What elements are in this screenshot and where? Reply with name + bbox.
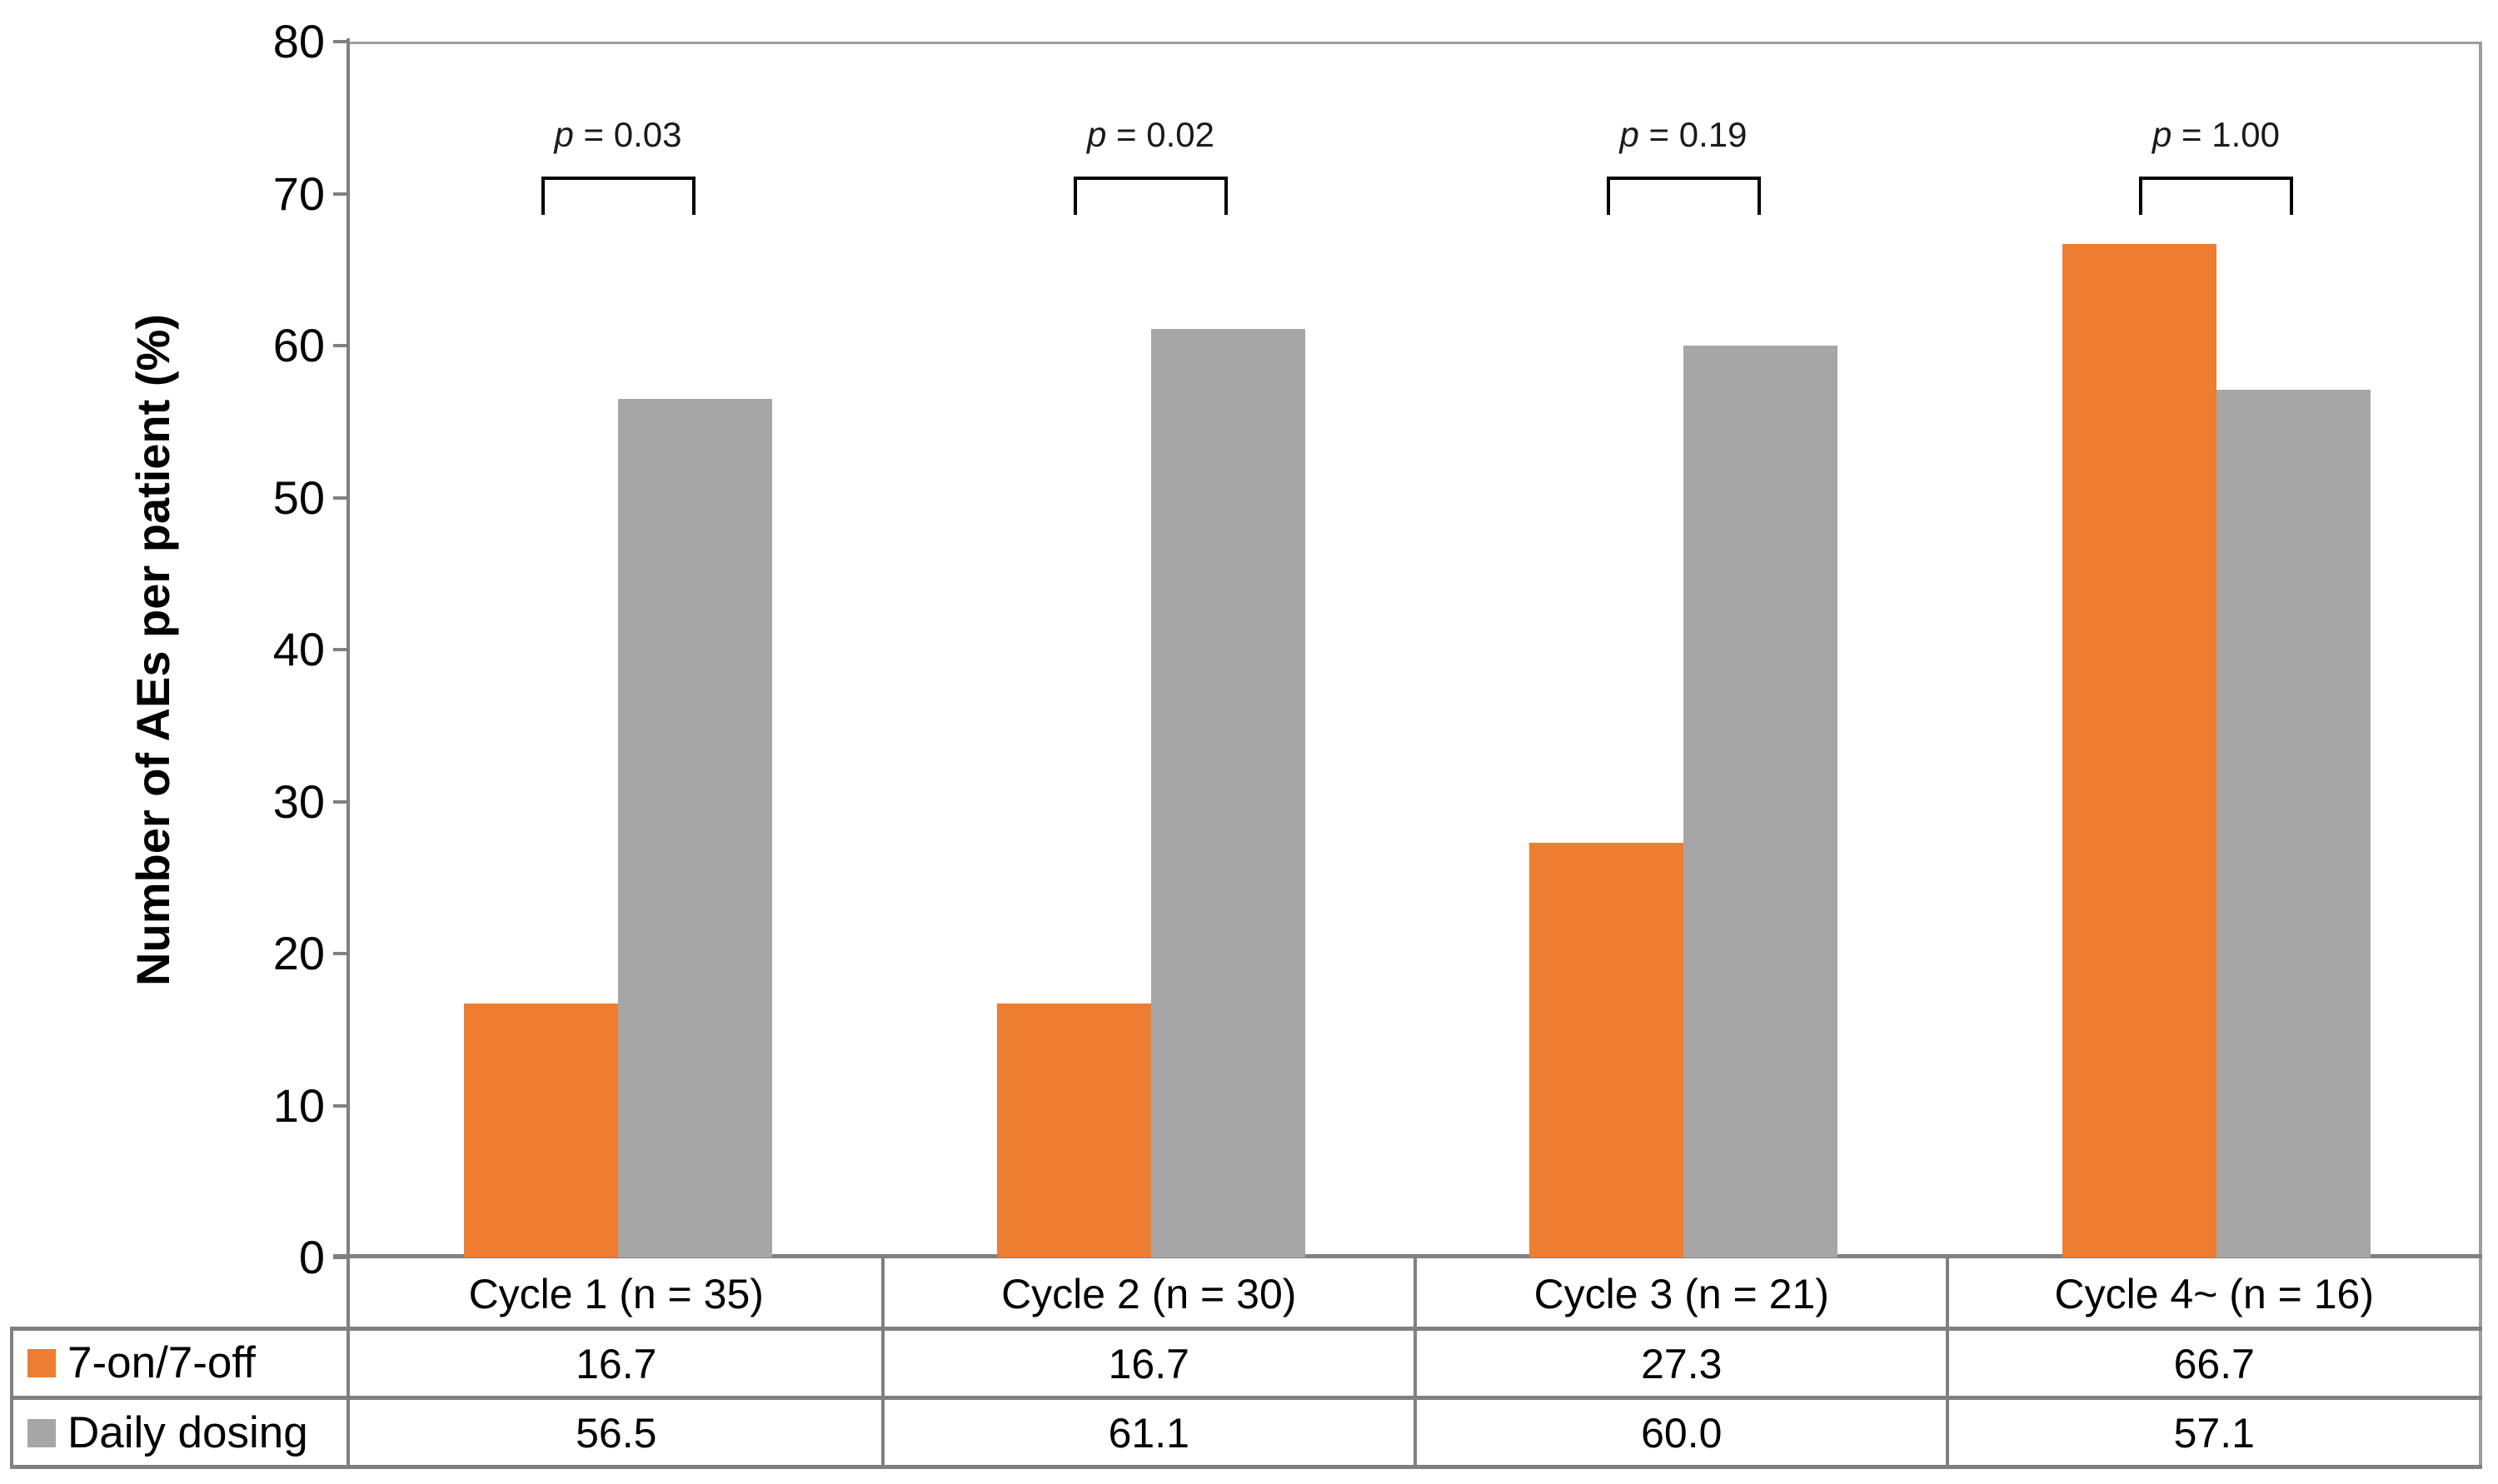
y-tick-label: 50 [272, 471, 325, 524]
table-value-cell: 16.7 [576, 1341, 657, 1387]
y-tick-label: 40 [272, 623, 325, 675]
legend-row-series1: 7-on/7-off [17, 1330, 347, 1397]
table-value-cell: 56.5 [576, 1410, 657, 1457]
y-tick-label: 20 [272, 927, 325, 979]
y-tick-mark [333, 1256, 348, 1259]
plot-top-border [350, 42, 2482, 44]
y-tick-label: 30 [272, 774, 325, 828]
y-tick-label: 0 [298, 1231, 325, 1283]
legend-row-series2: Daily dosing [17, 1400, 347, 1467]
y-tick-label: 70 [272, 167, 325, 220]
y-tick-mark [333, 40, 348, 43]
bar-gray [1683, 346, 1837, 1257]
significance-bracket [1074, 177, 1228, 215]
y-axis-line [347, 38, 350, 1467]
bar-orange [464, 1003, 618, 1257]
y-tick-label: 80 [272, 15, 325, 67]
table-line-bottom [10, 1465, 2482, 1469]
p-value-label: p = 0.03 [554, 115, 682, 154]
bar-orange [2062, 243, 2216, 1257]
table-line-top [10, 1327, 2482, 1331]
table-value-cell: 27.3 [1641, 1341, 1723, 1387]
bar-gray [1150, 328, 1305, 1257]
y-tick-mark [333, 495, 348, 500]
table-value-cell: 61.1 [1108, 1410, 1189, 1457]
plot-right-border [2479, 42, 2482, 1467]
y-tick-mark [333, 344, 348, 347]
bar-orange [996, 1003, 1151, 1257]
legend-key-7on7off [27, 1349, 56, 1377]
significance-bracket [1606, 177, 1761, 215]
legend-key-daily-dosing [27, 1419, 56, 1447]
y-tick-mark [333, 1103, 348, 1108]
x-axis-line [333, 1254, 2482, 1258]
table-value-cell: 16.7 [1108, 1341, 1189, 1387]
y-tick-mark [333, 952, 348, 955]
bar-gray [2216, 389, 2371, 1257]
bar-gray [618, 398, 772, 1257]
p-symbol: p [1087, 115, 1107, 154]
p-symbol: p [554, 115, 574, 154]
table-separator-3 [1946, 1257, 1949, 1467]
category-label: Cycle 4~ (n = 16) [2054, 1271, 2375, 1317]
y-tick-mark [333, 799, 348, 804]
p-value-label: p = 0.02 [1087, 115, 1214, 154]
table-left-border [10, 1327, 13, 1469]
p-value-label: p = 0.19 [1619, 115, 1748, 154]
series1-label: 7-on/7-off [67, 1338, 256, 1387]
y-tick-label: 10 [272, 1078, 325, 1132]
y-tick-mark [333, 192, 348, 196]
table-value-cell: 66.7 [2173, 1341, 2255, 1387]
table-value-cell: 57.1 [2173, 1410, 2255, 1457]
significance-bracket [2139, 177, 2293, 215]
table-separator-2 [1414, 1257, 1417, 1467]
table-separator-1 [881, 1257, 885, 1467]
table-line-middle [10, 1396, 2482, 1400]
category-label: Cycle 2 (n = 30) [1001, 1271, 1297, 1317]
category-label: Cycle 3 (n = 21) [1533, 1271, 1829, 1317]
y-tick-label: 60 [272, 319, 325, 371]
p-symbol: p [1619, 115, 1639, 154]
significance-bracket [541, 177, 696, 215]
series2-label: Daily dosing [67, 1408, 308, 1457]
p-symbol: p [2152, 115, 2172, 154]
table-value-cell: 60.0 [1641, 1410, 1723, 1457]
category-label: Cycle 1 (n = 35) [468, 1271, 764, 1317]
p-value-label: p = 1.00 [2152, 115, 2280, 154]
bar-orange [1529, 842, 1683, 1257]
y-tick-mark [333, 648, 348, 651]
